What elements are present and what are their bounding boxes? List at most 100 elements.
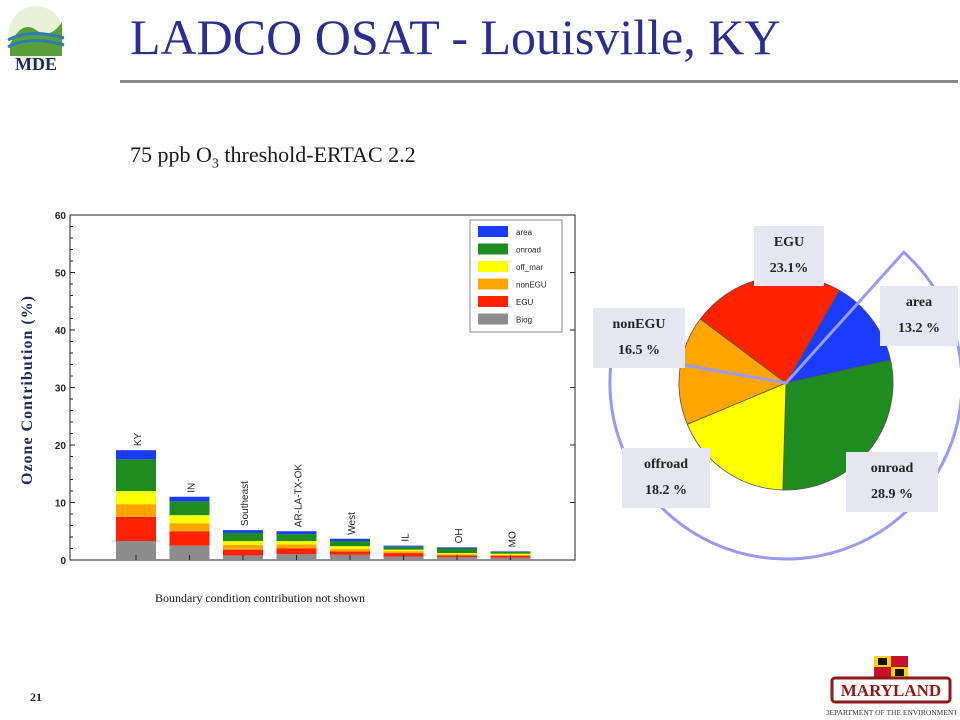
bar-segment-onroad	[169, 501, 210, 516]
bar-segment-area	[116, 450, 156, 460]
pie-label-offroad-name: offroad	[643, 457, 689, 472]
bar-segment-egu	[330, 551, 370, 555]
y-tick-label: 30	[55, 384, 67, 395]
subtitle-prefix: 75 ppb O	[130, 142, 212, 167]
legend-swatch	[478, 313, 508, 325]
legend-swatch	[478, 296, 508, 307]
bar-segment-nonegu	[276, 544, 317, 549]
legend-label: off_mar	[516, 263, 543, 272]
pie-label-offroad: offroad 18.2 %	[622, 448, 710, 508]
subtitle-subscript: 3	[211, 156, 219, 172]
pie-chart	[608, 250, 960, 561]
bar-segment-egu	[276, 548, 317, 555]
bar-segment-area	[490, 551, 531, 552]
legend-swatch	[478, 243, 508, 255]
bar-segment-area	[276, 531, 317, 535]
category-label: IN	[187, 483, 198, 493]
pie-slice-nonegu	[678, 318, 787, 425]
title-divider	[120, 80, 958, 83]
bar-segment-biog	[116, 541, 156, 560]
bar-segment-off_mar	[276, 541, 317, 545]
y-tick-label: 0	[60, 556, 66, 567]
maryland-logo: MARYLAND DEPARTMENT OF THE ENVIRONMENT	[826, 656, 956, 717]
legend-swatch	[478, 226, 508, 237]
legend-label: area	[516, 228, 533, 237]
bar-segment-off_mar	[223, 541, 263, 546]
category-label: AR-LA-TX-OK	[294, 464, 305, 528]
bar-segment-area	[437, 547, 477, 549]
pie-label-nonegu-pct: 16.5 %	[618, 343, 660, 358]
bar-segment-egu	[169, 531, 210, 546]
legend-label: Biog	[516, 316, 532, 325]
pie-label-egu-name: EGU	[773, 235, 805, 250]
bar-segment-off_mar	[383, 549, 424, 552]
pie-label-onroad-pct: 28.9 %	[871, 487, 913, 502]
legend-swatch	[478, 261, 508, 272]
bar-segment-nonegu	[223, 545, 263, 550]
pie-slice-area	[785, 289, 891, 384]
pie-label-area: area 13.2 %	[880, 286, 958, 346]
bar-segment-off_mar	[330, 546, 370, 550]
bar-segment-nonegu	[437, 554, 477, 556]
bar-segment-egu	[116, 516, 156, 542]
bar-chart: 0 10 20 30 40 50 60 KY IN Southeast AR-LA-TX-OK Wes…	[55, 211, 576, 567]
bar-chart-y-label: Ozone Contribution (%)	[19, 295, 36, 485]
legend-box	[469, 219, 563, 333]
bar-segment-egu	[223, 549, 263, 556]
pie-label-egu: EGU 23.1%	[754, 226, 824, 286]
pie-label-onroad-name: onroad	[870, 461, 914, 476]
y-tick-label: 40	[55, 326, 67, 337]
bar-segment-egu	[383, 553, 424, 557]
pie-label-nonegu: nonEGU 16.5 %	[593, 308, 685, 368]
legend-label: nonEGU	[516, 281, 547, 290]
bar-segment-off_mar	[437, 553, 477, 555]
page-title: LADCO OSAT - Louisville, KY	[130, 9, 781, 65]
bar-segment-biog	[169, 545, 210, 560]
category-label: KY	[133, 433, 144, 447]
bar-segment-onroad	[116, 459, 156, 491]
mde-logo-text: MDE	[15, 54, 57, 74]
pie-slice-onroad	[782, 359, 894, 491]
pie-slice-offroad	[686, 382, 787, 491]
bar-segment-onroad	[383, 546, 424, 550]
bar-segment-onroad	[223, 532, 263, 542]
bar-segment-off_mar	[116, 491, 156, 505]
bar-segment-onroad	[276, 534, 317, 542]
chart-subtitle: 75 ppb O3 threshold-ERTAC 2.2	[130, 142, 416, 172]
y-tick-label: 10	[55, 499, 67, 510]
maryland-logo-subtext: DEPARTMENT OF THE ENVIRONMENT	[826, 708, 956, 717]
pie-label-nonegu-name: nonEGU	[612, 317, 666, 332]
category-label: OH	[454, 528, 465, 543]
pie-label-egu-pct: 23.1%	[769, 261, 809, 276]
bar-segment-onroad	[437, 548, 477, 554]
bar-segment-area	[383, 545, 424, 547]
bar-segment-area	[330, 538, 370, 542]
pie-label-onroad: onroad 28.9 %	[846, 452, 938, 512]
category-label: IL	[401, 533, 412, 542]
legend-label: EGU	[516, 298, 534, 307]
mde-logo: MDE	[7, 6, 65, 74]
footnote: Boundary condition contribution not show…	[155, 591, 365, 605]
pie-label-area-name: area	[905, 295, 933, 310]
category-label: West	[347, 512, 358, 535]
y-tick-label: 60	[55, 211, 67, 222]
bar-segment-nonegu	[169, 523, 210, 532]
bar-segment-nonegu	[383, 551, 424, 554]
y-tick-label: 50	[55, 269, 67, 280]
bar-segment-area	[223, 530, 263, 533]
bar-segment-nonegu	[330, 549, 370, 552]
bar-segment-area	[169, 496, 210, 502]
bar-segment-off_mar	[169, 515, 210, 524]
pie-label-offroad-pct: 18.2 %	[645, 483, 687, 498]
pie-label-area-pct: 13.2 %	[898, 321, 940, 336]
legend-label: onroad	[516, 246, 541, 255]
y-tick-label: 20	[55, 441, 67, 452]
category-label: MO	[508, 531, 519, 547]
page-number: 21	[30, 690, 42, 704]
bar-segment-onroad	[490, 551, 531, 554]
bar-segment-nonegu	[116, 504, 156, 517]
category-label: Southeast	[240, 481, 251, 526]
bar-segment-onroad	[330, 541, 370, 547]
legend-swatch	[478, 278, 508, 290]
subtitle-suffix: threshold-ERTAC 2.2	[218, 142, 416, 167]
